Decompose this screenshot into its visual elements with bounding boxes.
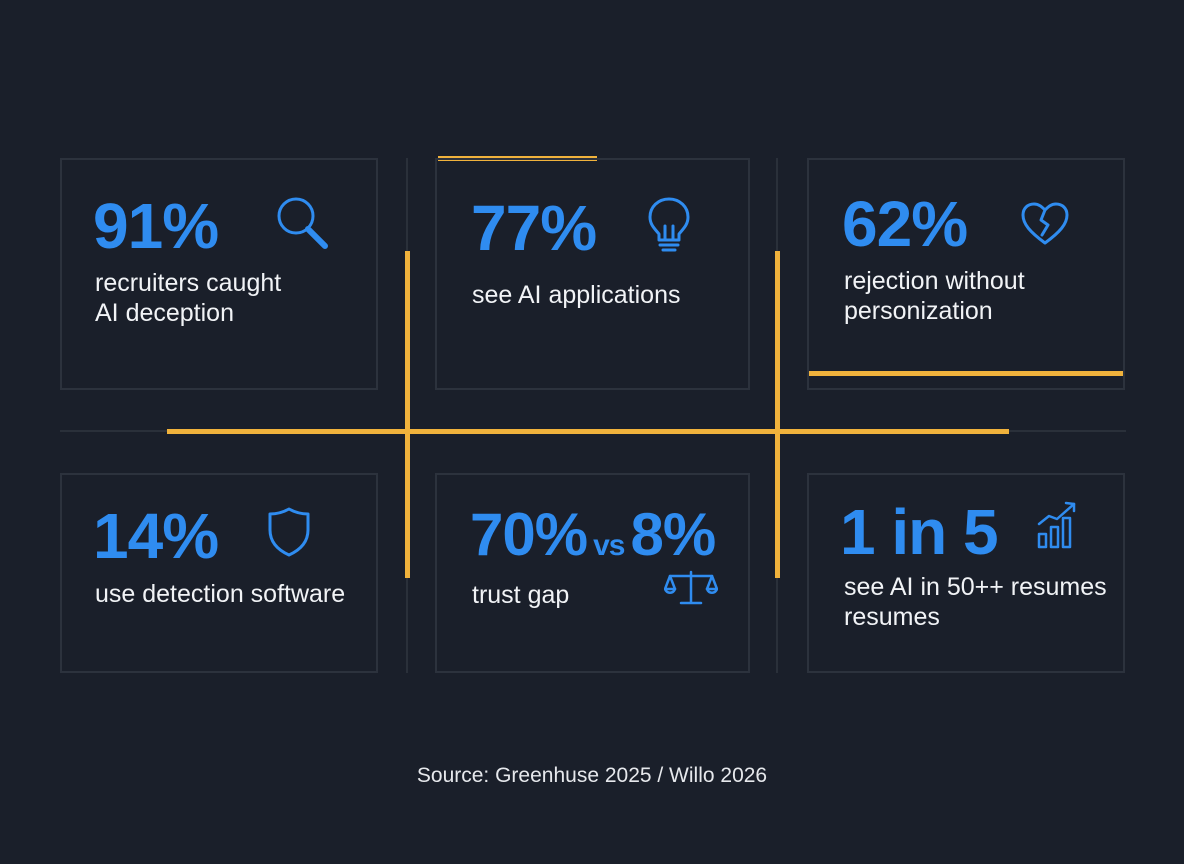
stat-label: rejection without personization [844, 267, 1025, 325]
stat-value: 1 in 5 [840, 496, 999, 568]
broken-heart-icon [1020, 201, 1070, 247]
stat-card-ai-resumes [807, 473, 1125, 673]
shield-icon [267, 506, 311, 558]
stat-label: see AI applications [472, 281, 681, 309]
stat-card-recruiters-caught [60, 158, 378, 390]
stat-label: see AI in 50++ resumes resumes [844, 573, 1107, 631]
stat-label: use detection software [95, 580, 346, 608]
lightbulb-icon [646, 196, 692, 254]
stat-value: 14% [93, 500, 219, 572]
accent-line-horizontal [167, 429, 1009, 434]
stat-vs: vs [593, 529, 625, 562]
stat-value-comparison: 70% vs 8% [470, 505, 716, 565]
stat-value-a: 70% [470, 501, 588, 568]
source-citation: Source: Greenhuse 2025 / Willo 2026 [416, 764, 768, 787]
magnifier-icon [274, 196, 330, 252]
accent-line-card-underline [809, 371, 1123, 376]
bar-chart-trend-icon [1036, 500, 1078, 550]
stat-card-ai-applications [435, 158, 750, 390]
stat-card-rejection [807, 158, 1125, 390]
stat-card-trust-gap [435, 473, 750, 673]
scales-icon [664, 570, 718, 606]
stat-label: trust gap [472, 581, 570, 609]
stat-value: 77% [471, 192, 597, 264]
accent-line-vertical-right [775, 251, 780, 578]
stat-label: recruiters caught AI deception [95, 269, 282, 327]
stat-card-detection-software [60, 473, 378, 673]
stat-value: 62% [842, 188, 968, 260]
stat-value-b: 8% [630, 501, 716, 568]
stat-value: 91% [93, 190, 219, 262]
accent-line-vertical-left [405, 251, 410, 578]
